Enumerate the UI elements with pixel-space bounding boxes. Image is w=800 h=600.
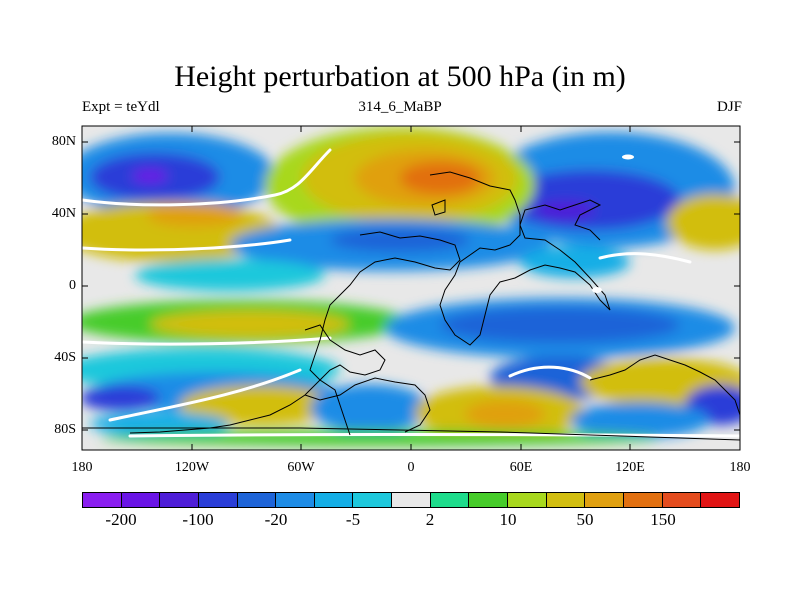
colorbar-swatch <box>276 493 315 507</box>
trough-blob <box>82 385 160 411</box>
colorbar-swatch <box>430 493 470 507</box>
x-tick-label: 180 <box>729 460 751 475</box>
colorbar-swatch <box>83 493 122 507</box>
x-tick-label: 120E <box>615 460 645 475</box>
x-tick-label: 60W <box>287 460 315 475</box>
island-outline <box>431 199 446 216</box>
colorbar-swatch <box>623 493 663 507</box>
y-tick-label: 80S <box>54 422 76 437</box>
polar-outline <box>82 427 740 441</box>
period-label: 314_6_MaBP <box>358 99 442 115</box>
zero-contour-line <box>82 238 292 252</box>
colorbar-swatch <box>662 493 702 507</box>
ridge-blob <box>100 430 660 446</box>
trough-blob <box>570 402 710 438</box>
zero-contour-line <box>128 433 740 438</box>
colorbar-swatch <box>546 493 586 507</box>
trough-blob <box>535 200 595 220</box>
colorbar-swatch <box>508 493 547 507</box>
zero-contour-line <box>82 148 332 207</box>
colorbar-label: -200 <box>105 510 137 529</box>
colorbar-swatch <box>198 493 238 507</box>
south-continent-outline <box>304 377 431 433</box>
trough-blob <box>440 307 680 343</box>
colorbar-swatch <box>160 493 199 507</box>
x-tick-label: 120W <box>174 460 210 475</box>
height-field <box>82 126 740 450</box>
colorbar-swatch <box>469 493 509 507</box>
y-tick-label: 80N <box>51 134 76 149</box>
eurasia-outline <box>429 171 611 346</box>
trough-blob <box>310 384 430 432</box>
contour-blobs <box>82 127 740 446</box>
ridge-blob <box>667 194 740 250</box>
colorbar-label: 10 <box>499 510 517 529</box>
colorbar-label: 2 <box>425 510 435 529</box>
south-continent-outline <box>129 324 386 434</box>
neutral-patch <box>592 287 602 293</box>
x-tick-label: 0 <box>407 460 415 475</box>
colorbar-swatch <box>701 493 739 507</box>
colorbar-swatch <box>121 493 161 507</box>
colorbar-swatch <box>314 493 354 507</box>
axis-ticks <box>82 126 740 450</box>
zero-contour-line <box>598 252 692 264</box>
colorbar-label: -100 <box>182 510 214 529</box>
zero-contour-line <box>82 336 332 346</box>
trough-blob <box>330 228 470 252</box>
ridge-blob <box>465 400 545 428</box>
colorbar-label: 150 <box>650 510 676 529</box>
y-tick-label: 0 <box>69 278 76 293</box>
colorbar <box>82 492 740 508</box>
experiment-label: Expt = teYdl <box>82 99 160 115</box>
colorbar-swatch <box>392 493 431 507</box>
colorbar-label: -5 <box>345 510 361 529</box>
colorbar-swatch <box>353 493 393 507</box>
ridge-blob <box>147 203 243 227</box>
x-tick-label: 180 <box>71 460 93 475</box>
trough-blob <box>132 169 168 183</box>
season-label: DJF <box>716 99 742 115</box>
zero-contour-line <box>508 365 592 380</box>
y-tick-label: 40N <box>51 206 76 221</box>
colorbar-swatch <box>237 493 277 507</box>
ridge-blob <box>400 162 480 194</box>
zero-contour-line <box>108 368 302 422</box>
y-tick-label: 40S <box>54 350 76 365</box>
colorbar-swatch <box>585 493 624 507</box>
trough-blob <box>135 259 325 291</box>
zero-contours <box>82 148 740 438</box>
east-continent-outline <box>589 354 740 416</box>
map-title: Height perturbation at 500 hPa (in m) <box>174 60 626 93</box>
x-tick-label: 60E <box>509 460 533 475</box>
colorbar-label: -20 <box>264 510 288 529</box>
neutral-patch <box>622 154 634 160</box>
colorbar-label: 50 <box>576 510 594 529</box>
ridge-blob <box>150 310 350 338</box>
coastlines <box>82 171 740 441</box>
